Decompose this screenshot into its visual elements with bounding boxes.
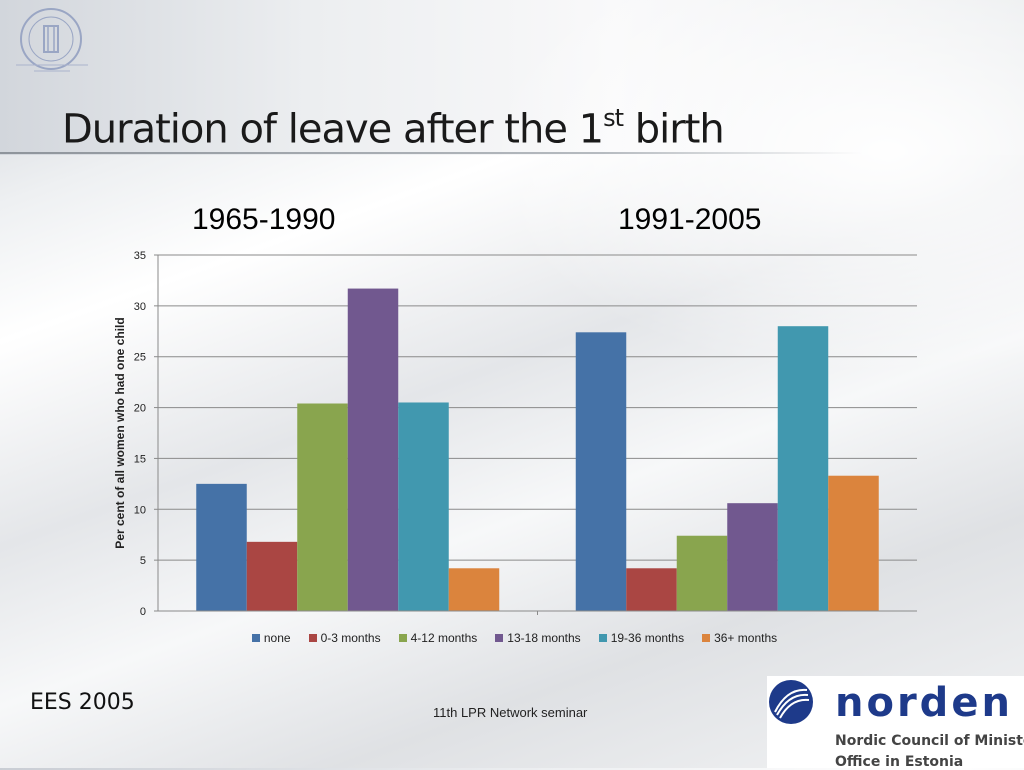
swan-icon bbox=[769, 680, 813, 724]
legend-label: 4-12 months bbox=[410, 631, 478, 645]
y-tick-label: 30 bbox=[134, 301, 146, 313]
norden-logo: norden Nordic Council of Ministers´ Offi… bbox=[767, 676, 1024, 770]
university-seal-logo bbox=[20, 8, 82, 70]
bar-19-36-months-2 bbox=[777, 326, 829, 611]
legend-label: none bbox=[263, 631, 291, 645]
y-tick-label: 20 bbox=[134, 403, 146, 415]
legend-swatch bbox=[251, 634, 260, 642]
legend-item: 4-12 months bbox=[398, 631, 478, 645]
y-tick-label: 0 bbox=[140, 606, 146, 618]
legend-item: 0-3 months bbox=[308, 631, 381, 645]
period-label-right: 1991-2005 bbox=[618, 203, 762, 236]
norden-tagline-1: Nordic Council of Ministers´ bbox=[835, 733, 1024, 749]
bar-none-1 bbox=[196, 483, 247, 611]
bar-0-3-months-1 bbox=[246, 541, 298, 611]
footer-seminar: 11th LPR Network seminar bbox=[433, 705, 588, 720]
background-glow bbox=[480, 0, 1024, 380]
norden-tagline-2: Office in Estonia bbox=[835, 754, 964, 770]
legend-label: 0-3 months bbox=[320, 631, 381, 645]
y-tick-label: 15 bbox=[134, 453, 146, 465]
legend-label: 13-18 months bbox=[507, 631, 581, 645]
bar-19-36-months-1 bbox=[398, 402, 449, 611]
slide-title: Duration of leave after the 1st birth bbox=[62, 104, 725, 153]
y-tick-label: 5 bbox=[140, 555, 146, 567]
legend-swatch bbox=[702, 634, 711, 642]
legend-swatch bbox=[598, 634, 607, 642]
y-tick-label: 35 bbox=[134, 250, 146, 262]
legend-swatch bbox=[308, 634, 317, 642]
legend-label: 19-36 months bbox=[610, 631, 685, 645]
y-tick-label: 25 bbox=[134, 352, 146, 364]
bar-4-12-months-1 bbox=[297, 403, 348, 611]
legend-item: 19-36 months bbox=[598, 631, 685, 645]
bar-13-18-months-2 bbox=[727, 503, 778, 611]
y-tick-label: 10 bbox=[134, 504, 146, 516]
legend-label: 36+ months bbox=[714, 631, 778, 645]
bar-4-12-months-2 bbox=[676, 535, 728, 611]
chart-legend: none 0-3 months 4-12 months 13-18 months 19-… bbox=[0, 631, 1024, 645]
y-axis-label: Per cent of all women who had one child bbox=[113, 317, 127, 548]
footer-source: EES 2005 bbox=[30, 690, 135, 715]
bar-13-18-months-1 bbox=[347, 288, 399, 611]
norden-wordmark: norden bbox=[835, 680, 1013, 726]
seal-caption-lines bbox=[16, 64, 88, 72]
bar-0-3-months-2 bbox=[626, 568, 677, 611]
period-label-left: 1965-1990 bbox=[192, 203, 336, 236]
legend-swatch bbox=[495, 634, 504, 642]
legend-swatch bbox=[398, 634, 407, 642]
legend-item: none bbox=[251, 631, 291, 645]
bar-36-months-1 bbox=[448, 568, 500, 611]
title-underline bbox=[0, 152, 862, 154]
title-superscript: st bbox=[603, 104, 624, 132]
bar-none-2 bbox=[575, 332, 627, 611]
legend-item: 36+ months bbox=[702, 631, 777, 645]
legend-item: 13-18 months bbox=[495, 631, 581, 645]
bar-36-months-2 bbox=[828, 475, 879, 611]
